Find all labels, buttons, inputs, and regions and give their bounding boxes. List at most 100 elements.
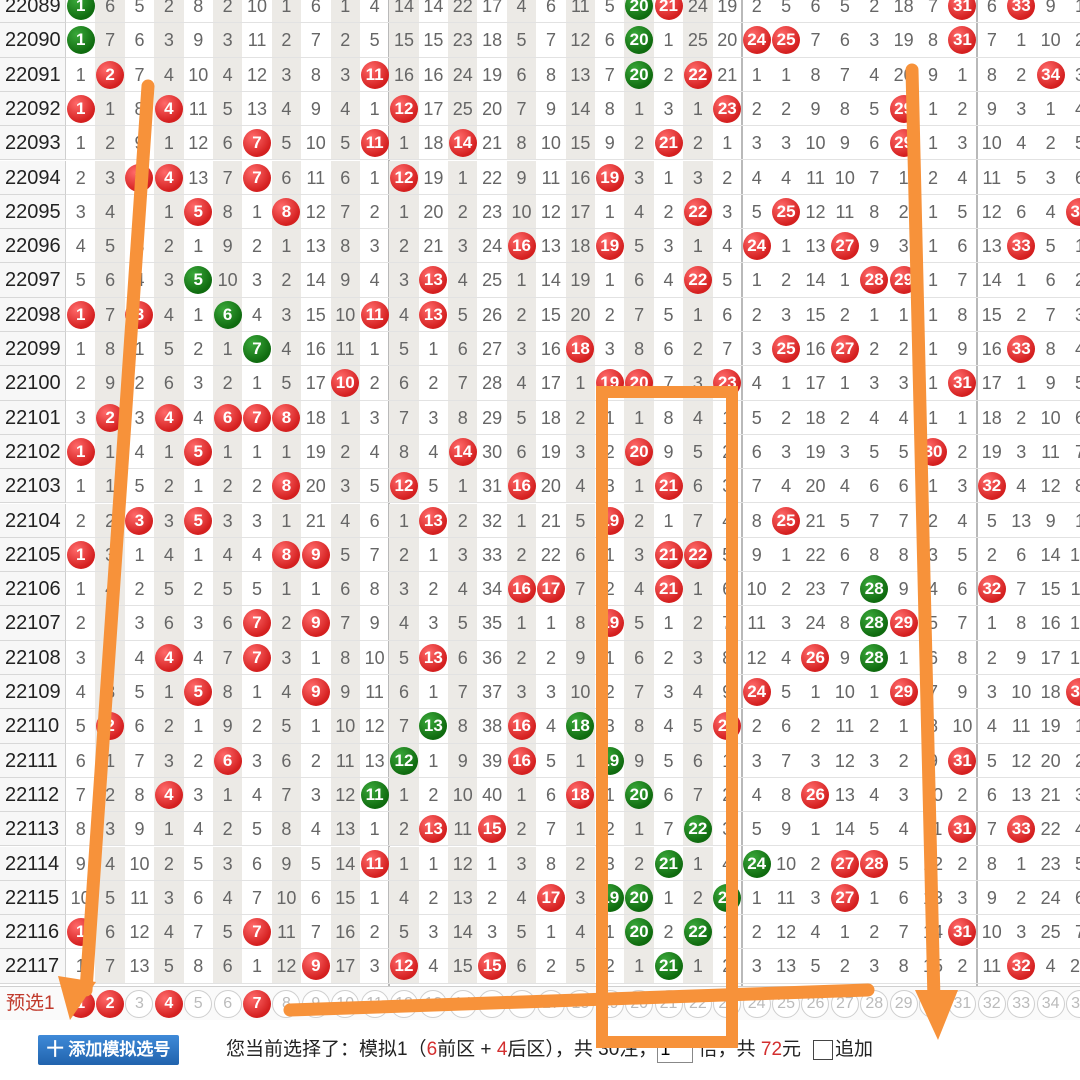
preselect-ball[interactable]: 7 [243, 990, 272, 1018]
issue-number: 22103 [0, 469, 66, 504]
omission-cell: 30 [477, 435, 507, 470]
omission-cell: 4 [624, 194, 654, 230]
preselect-ball[interactable]: 20 [625, 990, 654, 1018]
preselect-ball[interactable]: 19 [595, 990, 624, 1018]
preselect-ball[interactable]: 35 [1066, 990, 1080, 1018]
omission-cell: 12 [800, 195, 831, 230]
preselect-ball[interactable]: 22 [683, 990, 712, 1018]
omission-cell: 2 [1006, 58, 1036, 92]
omission-cell: 2 [448, 503, 478, 538]
omission-cell: 1 [653, 606, 684, 641]
preselect-ball[interactable]: 24 [742, 990, 771, 1018]
omission-cell: 11 [1065, 572, 1080, 607]
omission-cell: 14 [830, 812, 860, 847]
issue-number: 22094 [0, 160, 66, 195]
drawn-number-ball: 9 [301, 952, 330, 981]
omission-cell: 6 [212, 949, 243, 984]
omission-cell: 3 [683, 366, 713, 401]
omission-cell: 18 [1035, 675, 1066, 710]
preselect-ball[interactable]: 18 [566, 990, 595, 1018]
preselect-ball[interactable]: 17 [536, 990, 565, 1018]
omission-cell: 23 [712, 366, 742, 401]
omission-cell: 2 [212, 0, 243, 24]
preselect-ball[interactable]: 30 [919, 990, 948, 1018]
issue-number: 22091 [0, 57, 66, 92]
preselect-ball[interactable]: 14 [448, 990, 477, 1018]
preselect-ball[interactable]: 25 [772, 990, 801, 1018]
omission-cell: 4 [154, 777, 184, 813]
omission-cell: 5 [183, 435, 213, 470]
omission-cell: 2 [565, 846, 596, 881]
preselect-ball[interactable]: 2 [96, 990, 125, 1018]
omission-cell: 4 [800, 915, 831, 950]
preselect-ball[interactable]: 12 [390, 990, 418, 1018]
omission-cell: 1 [66, 92, 96, 127]
preselect-ball[interactable]: 16 [507, 990, 536, 1018]
drawn-number-ball: 18 [566, 712, 595, 741]
preselect-ball[interactable]: 5 [184, 990, 213, 1018]
preselect-ball[interactable]: 4 [154, 990, 183, 1018]
preselect-ball[interactable]: 1 [66, 990, 95, 1018]
omission-cell: 13 [977, 229, 1007, 264]
omission-cell: 3 [771, 606, 801, 641]
omission-cell: 11 [830, 709, 860, 744]
omission-cell: 16 [565, 160, 596, 195]
drawn-number-ball: 31 [948, 26, 977, 55]
omission-cell: 9 [301, 606, 331, 641]
preselect-ball[interactable]: 27 [830, 990, 859, 1018]
drawn-number-ball: 20 [625, 26, 654, 55]
preselect-ball[interactable]: 29 [889, 990, 918, 1018]
multiplier-input[interactable] [657, 1036, 694, 1063]
omission-cell: 16 [506, 743, 537, 778]
preselect-ball[interactable]: 13 [419, 990, 448, 1018]
preselect-ball[interactable]: 8 [272, 990, 301, 1018]
preselect-ball[interactable]: 26 [801, 990, 830, 1018]
preselect-ball[interactable]: 28 [860, 990, 889, 1018]
omission-cell: 2 [95, 400, 125, 435]
drawn-number-ball: 21 [654, 129, 683, 158]
preselect-ball[interactable]: 21 [654, 990, 683, 1018]
preselect-ball[interactable]: 6 [213, 990, 242, 1018]
preselect-ball[interactable]: 34 [1036, 990, 1065, 1018]
omission-cell: 1 [771, 58, 801, 92]
preselect-ball[interactable]: 33 [1007, 990, 1036, 1018]
preselect-ball[interactable]: 23 [713, 990, 742, 1018]
omission-cell: 33 [1006, 0, 1036, 24]
preselect-ball[interactable]: 15 [478, 990, 507, 1018]
omission-cell: 7 [212, 160, 243, 195]
issue-number: 22095 [0, 194, 66, 230]
preselect-ball[interactable]: 9 [301, 990, 330, 1018]
omission-cell: 1 [183, 538, 213, 573]
omission-cell: 12 [271, 949, 302, 984]
omission-cell: 5 [242, 812, 272, 847]
omission-cell: 22 [683, 57, 713, 92]
omission-cell: 13 [1065, 641, 1080, 675]
omission-cell: 6 [330, 160, 360, 195]
preselect-ball[interactable]: 11 [360, 990, 389, 1018]
drawn-number-ball: 31 [948, 815, 977, 844]
omission-cell: 13 [1006, 778, 1036, 813]
preselect-ball[interactable]: 32 [977, 990, 1006, 1018]
drawn-number-ball: 33 [1007, 335, 1036, 363]
omission-cell: 2 [506, 297, 537, 332]
append-checkbox[interactable] [813, 1039, 834, 1060]
add-simulation-button[interactable]: 十 添加模拟选号 [38, 1035, 179, 1065]
drawn-number-ball: 7 [243, 643, 272, 672]
omission-cell: 3 [124, 504, 155, 538]
omission-cell: 6 [1006, 195, 1036, 230]
omission-cell: 16 [301, 332, 331, 367]
issue-number: 22116 [0, 915, 66, 950]
omission-cell: 5 [154, 572, 184, 607]
table-row: 22097 5 6 4 3 5 10 3 2 14 9 4 3 13 4 25 1 14 19 1 6 4 22 5 1 2 14 1… [0, 263, 1080, 298]
preselect-ball[interactable]: 31 [948, 990, 977, 1018]
preselect-ball[interactable]: 3 [125, 990, 154, 1018]
omission-cell: 1 [271, 503, 302, 538]
omission-cell: 6 [1035, 263, 1066, 298]
preselect-ball[interactable]: 10 [331, 990, 360, 1018]
omission-cell: 10 [977, 126, 1007, 161]
omission-cell: 19 [800, 435, 831, 470]
omission-cell: 4 [653, 263, 684, 298]
omission-cell: 1 [742, 58, 772, 92]
omission-cell: 1 [242, 949, 272, 984]
omission-cell: 10 [330, 709, 360, 744]
